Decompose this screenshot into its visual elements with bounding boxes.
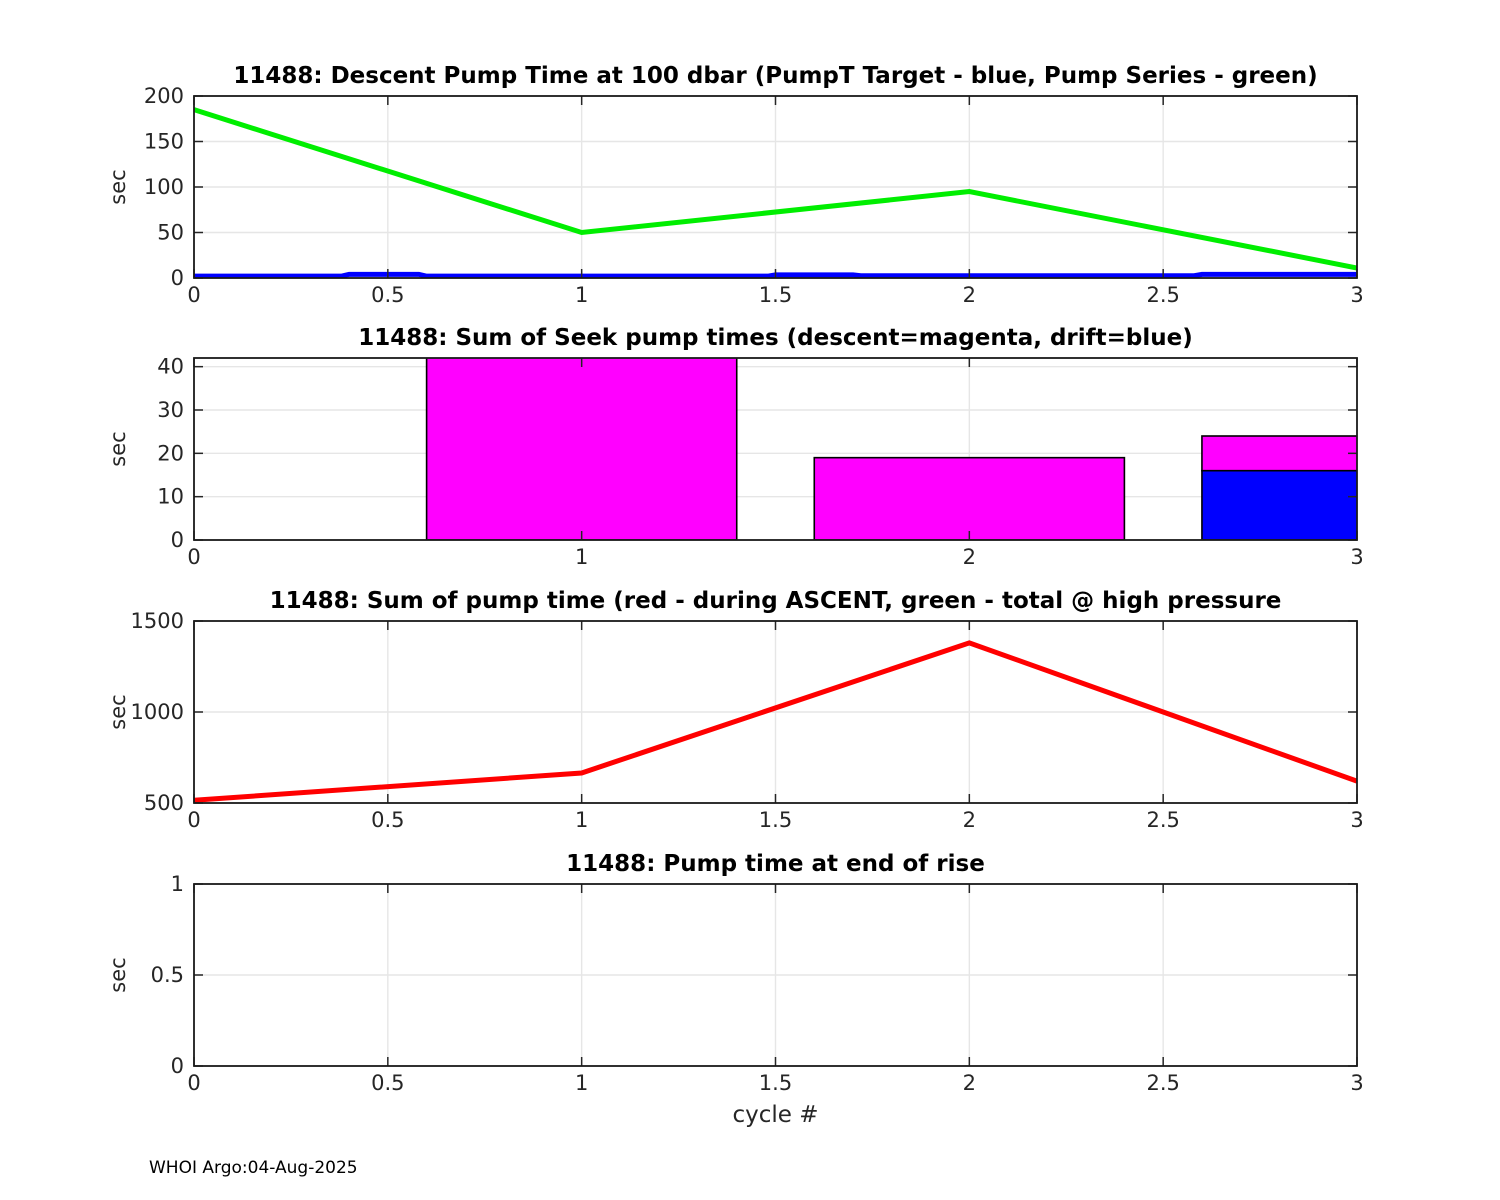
y-tick-label: 20 bbox=[157, 441, 184, 465]
subplot-3-title: 11488: Sum of pump time (red - during AS… bbox=[269, 588, 1282, 614]
axes-border bbox=[193, 883, 1358, 1067]
x-tick-label: 2 bbox=[963, 1071, 976, 1095]
y-tick-label: 200 bbox=[144, 84, 184, 108]
subplot-4-title: 11488: Pump time at end of rise bbox=[566, 851, 985, 877]
subplot-3-plot: 0 0.5 1 1.5 2 2.5 3 500 1000 1500 bbox=[131, 609, 1364, 832]
bar-segment-descent bbox=[425, 358, 738, 540]
x-tick-label: 1 bbox=[575, 545, 588, 569]
y-tick-label: 0 bbox=[171, 1054, 184, 1078]
x-tick-label: 1 bbox=[575, 808, 588, 832]
x-tick-label: 1.5 bbox=[759, 283, 792, 307]
x-tick-label: 2.5 bbox=[1146, 1071, 1179, 1095]
series-line bbox=[194, 640, 1357, 803]
y-tick-label: 500 bbox=[144, 791, 184, 815]
y-tick-label: 50 bbox=[157, 221, 184, 245]
x-tick-label: 1.5 bbox=[759, 1071, 792, 1095]
bar-segment-descent bbox=[813, 456, 1126, 540]
y-tick-label: 1 bbox=[171, 872, 184, 896]
x-tick-label: 0 bbox=[187, 545, 200, 569]
x-tick-label: 1 bbox=[575, 1071, 588, 1095]
y-tick-label: 10 bbox=[157, 485, 184, 509]
x-tick-label: 0.5 bbox=[371, 808, 404, 832]
subplot-2-ylabel: sec bbox=[106, 431, 130, 467]
subplot-1-ylabel: sec bbox=[106, 169, 130, 205]
subplot-1-plot: 0 0.5 1 1.5 2 2.5 3 0 50 100 150 200 bbox=[144, 84, 1364, 307]
y-tick-label: 0.5 bbox=[151, 963, 184, 987]
subplot-4-plot: 0 0.5 1 1.5 2 2.5 3 0 0.5 1 bbox=[151, 872, 1364, 1095]
x-tick-label: 0.5 bbox=[371, 283, 404, 307]
y-tick-label: 30 bbox=[157, 398, 184, 422]
x-tick-label: 0 bbox=[187, 283, 200, 307]
y-tick-label: 1000 bbox=[131, 700, 184, 724]
x-axis-label: cycle # bbox=[732, 1102, 819, 1128]
watermark-text: WHOI Argo:04-Aug-2025 bbox=[149, 1158, 358, 1178]
x-tick-label: 3 bbox=[1350, 545, 1363, 569]
x-tick-label: 3 bbox=[1350, 808, 1363, 832]
axes-border bbox=[193, 357, 1358, 541]
y-tick-label: 0 bbox=[171, 528, 184, 552]
series-line bbox=[194, 271, 1357, 278]
bar-segment-descent bbox=[1201, 435, 1357, 472]
axes-border bbox=[193, 95, 1358, 279]
y-tick-label: 100 bbox=[144, 175, 184, 199]
x-tick-label: 2 bbox=[963, 545, 976, 569]
x-tick-label: 3 bbox=[1350, 1071, 1363, 1095]
subplot-4-ylabel: sec bbox=[106, 957, 130, 993]
x-tick-label: 1.5 bbox=[759, 808, 792, 832]
x-tick-label: 2.5 bbox=[1146, 283, 1179, 307]
bar-segment-drift bbox=[1201, 469, 1357, 540]
y-tick-label: 0 bbox=[171, 266, 184, 290]
subplot-3-ylabel: sec bbox=[106, 694, 130, 730]
y-tick-label: 1500 bbox=[131, 609, 184, 633]
x-tick-label: 3 bbox=[1350, 283, 1363, 307]
series-line bbox=[194, 107, 1357, 271]
subplot-1-title: 11488: Descent Pump Time at 100 dbar (Pu… bbox=[233, 63, 1318, 89]
x-tick-label: 0 bbox=[187, 1071, 200, 1095]
x-tick-label: 2 bbox=[963, 808, 976, 832]
y-tick-label: 40 bbox=[157, 355, 184, 379]
subplot-2-title: 11488: Sum of Seek pump times (descent=m… bbox=[358, 325, 1193, 351]
axes-border bbox=[193, 620, 1358, 804]
x-tick-label: 2.5 bbox=[1146, 808, 1179, 832]
x-tick-label: 2 bbox=[963, 283, 976, 307]
x-tick-label: 1 bbox=[575, 283, 588, 307]
x-tick-label: 0.5 bbox=[371, 1071, 404, 1095]
y-tick-label: 150 bbox=[144, 130, 184, 154]
x-tick-label: 0 bbox=[187, 808, 200, 832]
